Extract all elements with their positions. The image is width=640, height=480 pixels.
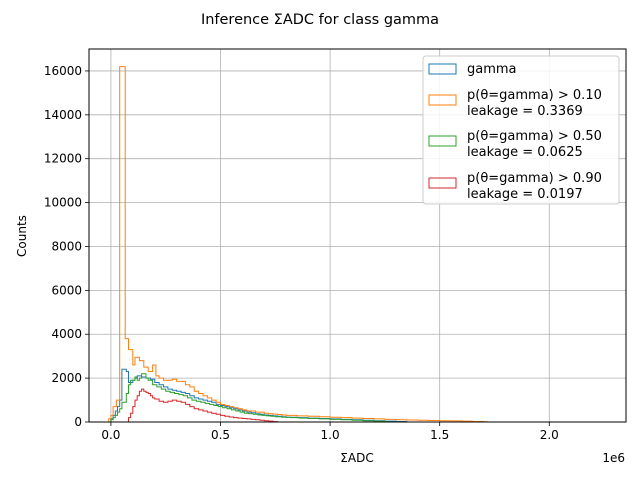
x-tick-label: 2.0 [540, 428, 559, 442]
x-tick-label: 0.5 [211, 428, 230, 442]
x-tick-label: 1.0 [321, 428, 340, 442]
legend-leakage: leakage = 0.0625 [467, 145, 583, 160]
legend-swatch [428, 94, 457, 106]
legend-label: p(θ=gamma) > 0.90 [467, 171, 602, 186]
chart-title: Inference ΣADC for class gamma [201, 12, 439, 28]
y-tick-label: 6000 [51, 283, 82, 297]
legend-leakage: leakage = 0.0197 [467, 187, 583, 202]
x-axis-label: ΣADC [340, 451, 373, 465]
legend-box [422, 55, 620, 205]
y-tick-label: 14000 [44, 108, 82, 122]
y-axis: 0 2000 4000 6000 8000 10000 12000 14000 16000 [44, 64, 89, 429]
y-tick-label: 8000 [51, 239, 82, 253]
legend-label: gamma [467, 62, 517, 77]
y-tick-label: 4000 [51, 327, 82, 341]
histogram-series-2 [110, 373, 390, 423]
x-axis-offset-label: 1e6 [602, 451, 625, 465]
legend-swatch [428, 63, 457, 75]
y-tick-label: 10000 [44, 196, 82, 210]
y-axis-label: Counts [15, 215, 29, 257]
legend-label: p(θ=gamma) > 0.10 [467, 88, 602, 103]
legend-swatch [428, 177, 457, 189]
x-tick-label: 1.5 [430, 428, 449, 442]
x-tick-label: 0.0 [101, 428, 120, 442]
y-tick-label: 0 [74, 415, 82, 429]
histogram-series-3 [128, 388, 278, 423]
x-axis: 0.0 0.5 1.0 1.5 2.0 [101, 422, 559, 442]
y-tick-label: 2000 [51, 371, 82, 385]
legend-leakage: leakage = 0.3369 [467, 104, 583, 119]
y-tick-label: 16000 [44, 64, 82, 78]
histogram-series-1 [108, 66, 489, 423]
y-tick-label: 12000 [44, 152, 82, 166]
legend-swatch [428, 135, 457, 147]
legend-label: p(θ=gamma) > 0.50 [467, 129, 602, 144]
histogram-series [108, 66, 489, 423]
plot-frame [88, 48, 627, 423]
